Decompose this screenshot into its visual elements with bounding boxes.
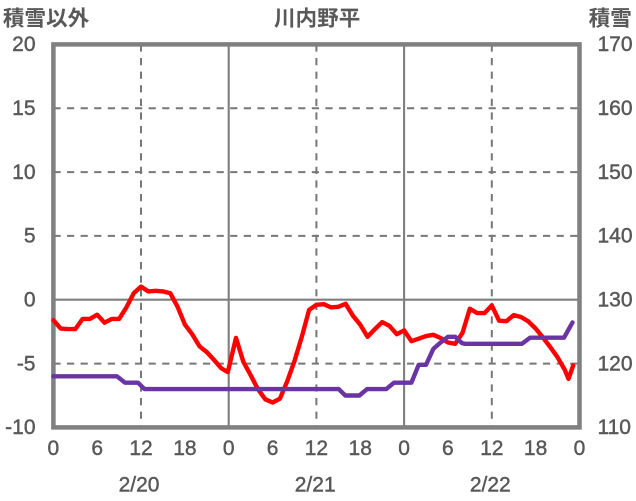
- svg-text:110: 110: [598, 416, 631, 439]
- svg-text:150: 150: [598, 161, 633, 184]
- svg-text:140: 140: [598, 225, 633, 248]
- svg-text:2/21: 2/21: [295, 474, 336, 497]
- svg-text:0: 0: [48, 437, 60, 460]
- svg-text:130: 130: [598, 288, 633, 311]
- svg-text:6: 6: [442, 437, 454, 460]
- svg-text:12: 12: [305, 437, 328, 460]
- svg-text:2/20: 2/20: [119, 474, 160, 497]
- svg-text:20: 20: [12, 33, 35, 56]
- svg-text:18: 18: [173, 437, 196, 460]
- svg-text:6: 6: [91, 437, 103, 460]
- svg-text:5: 5: [24, 225, 36, 248]
- svg-text:18: 18: [349, 437, 372, 460]
- svg-text:0: 0: [398, 437, 410, 460]
- svg-text:12: 12: [129, 437, 152, 460]
- svg-text:18: 18: [524, 437, 547, 460]
- svg-text:170: 170: [598, 33, 633, 56]
- svg-text:-10: -10: [5, 416, 35, 439]
- svg-text:15: 15: [12, 97, 35, 120]
- svg-text:2/22: 2/22: [470, 474, 511, 497]
- svg-text:6: 6: [267, 437, 279, 460]
- svg-text:10: 10: [12, 161, 35, 184]
- svg-text:0: 0: [223, 437, 235, 460]
- svg-text:0: 0: [24, 288, 36, 311]
- svg-text:160: 160: [598, 97, 633, 120]
- svg-text:120: 120: [598, 352, 633, 375]
- svg-text:-5: -5: [17, 352, 36, 375]
- svg-text:0: 0: [574, 437, 586, 460]
- svg-text:12: 12: [480, 437, 503, 460]
